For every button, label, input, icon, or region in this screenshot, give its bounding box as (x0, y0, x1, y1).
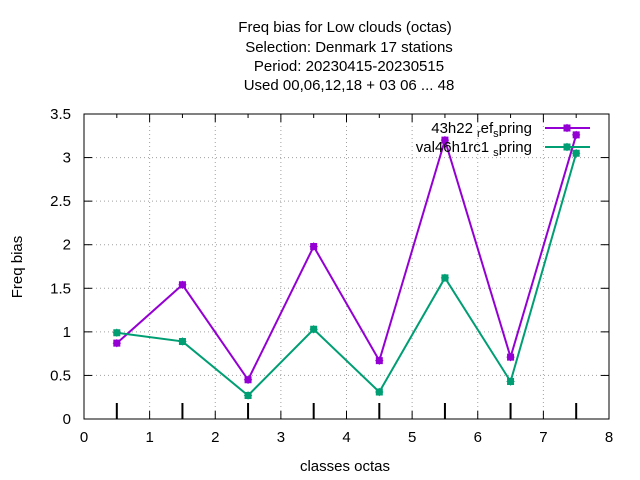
y-axis-label: Freq bias (9, 236, 26, 299)
series-layer (112, 130, 581, 400)
data-point (571, 149, 581, 158)
y-tick-label: 0 (63, 411, 71, 428)
data-point (309, 325, 318, 334)
x-tick-label: 0 (80, 429, 88, 446)
data-point (178, 280, 187, 290)
data-point (506, 352, 515, 362)
series-line-1 (116, 134, 578, 382)
x-tick-label: 2 (211, 429, 219, 446)
y-tick-label: 0.5 (50, 367, 71, 384)
data-point (112, 338, 122, 348)
title-line-1: Freq bias for Low clouds (octas) (238, 19, 451, 36)
y-tick-label: 3.5 (50, 106, 71, 123)
series-line-2 (116, 152, 578, 397)
data-point (243, 375, 253, 384)
legend: 43h22 refspring val46h1rc1 spring (416, 120, 590, 159)
x-tick-label: 7 (539, 429, 547, 446)
data-point (309, 242, 318, 251)
y-tick-label: 3 (63, 150, 71, 167)
legend-entry-2: val46h1rc1 spring (416, 139, 590, 159)
plot-frame (83, 113, 610, 420)
legend-marker-1 (562, 123, 572, 133)
x-tick-label: 5 (408, 429, 416, 446)
legend-label-1: 43h22 refspring (431, 120, 532, 140)
x-tick-label: 4 (342, 429, 350, 446)
y-tick-label: 1 (63, 324, 71, 341)
data-point (440, 273, 450, 283)
y-tick-label: 2.5 (50, 193, 71, 210)
title-line-3: Period: 20230415-20230515 (254, 58, 444, 75)
y-tick-label: 2 (63, 237, 71, 254)
data-point (571, 130, 581, 140)
data-point (178, 337, 187, 346)
x-tick-label: 3 (277, 429, 285, 446)
grid (84, 114, 609, 419)
title-line-4: Used 00,06,12,18 + 03 06 ... 48 (244, 77, 455, 94)
x-axis-label: classes octas (300, 458, 390, 475)
title-line-2: Selection: Denmark 17 stations (245, 39, 453, 56)
x-tick-label: 1 (145, 429, 153, 446)
legend-entry-1: 43h22 refspring (431, 120, 590, 140)
legend-label-2: val46h1rc1 spring (416, 139, 532, 159)
data-point (375, 387, 384, 397)
x-tick-label: 8 (605, 429, 613, 446)
x-tick-label: 6 (474, 429, 482, 446)
data-point (375, 356, 384, 365)
y-tick-label: 1.5 (50, 280, 71, 297)
data-point (506, 377, 515, 386)
data-point (440, 135, 450, 145)
legend-marker-2 (562, 142, 572, 152)
data-point (243, 391, 253, 400)
tick-labels: 0 1 2 3 4 5 6 7 8 0 0.5 1 1.5 2 2.5 3 3.5 (50, 106, 613, 446)
chart-title: Freq bias for Low clouds (octas) Selecti… (238, 19, 454, 94)
data-point (112, 328, 122, 337)
